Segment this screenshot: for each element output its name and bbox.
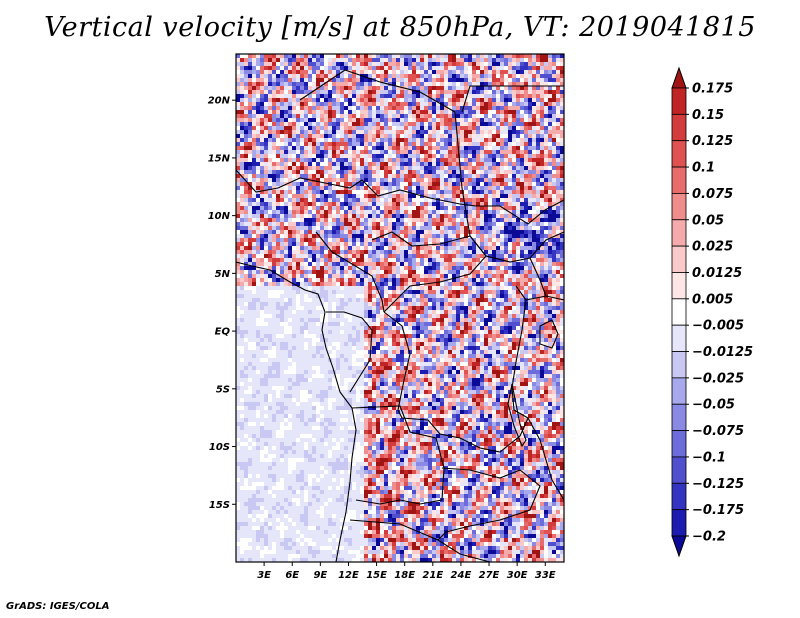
colorbar-segment [671, 87, 687, 115]
colorbar-level-label: −0.1 [692, 450, 726, 465]
colorbar-level-label: −0.125 [692, 477, 744, 492]
lon-tick-label: 33E [535, 570, 556, 581]
colorbar-segment [671, 298, 687, 326]
border-egypt-sudan [461, 85, 564, 113]
lake-victoria [539, 319, 559, 349]
colorbar-segment [671, 140, 687, 168]
lon-tick-label: 24E [451, 570, 472, 581]
lon-tick-label: 9E [313, 570, 327, 581]
lon-tick-label: 6E [285, 570, 299, 581]
colorbar-min-triangle [671, 535, 687, 558]
lat-tick-label: 10S [209, 442, 230, 453]
border-car [371, 231, 487, 313]
lon-tick-label: 18E [394, 570, 415, 581]
colorbar-level-label: −0.005 [692, 319, 744, 334]
colorbar-level-label: 0.025 [692, 240, 733, 255]
map-frame [235, 53, 565, 563]
colorbar-level-label: −0.05 [692, 398, 735, 413]
lon-tick-label: 27E [479, 570, 500, 581]
vertical-velocity-field [236, 54, 564, 562]
lon-tick-label: 30E [507, 570, 528, 581]
colorbar-level-label: 0.0125 [692, 266, 742, 281]
colorbar-segment [671, 324, 687, 352]
colorbar-level-label: −0.0125 [692, 345, 753, 360]
colorbar-segment [671, 403, 687, 431]
colorbar-segment [671, 456, 687, 484]
colorbar-level-label: 0.15 [692, 108, 724, 123]
colorbar-segment [671, 166, 687, 194]
colorbar-segment [671, 245, 687, 273]
colorbar-level-label: 0.125 [692, 134, 733, 149]
lon-tick-label: 12E [338, 570, 359, 581]
colorbar: 0.175 0.15 0.125 0.1 0.075 0.05 0.025 0.0125 0.0… [671, 66, 753, 558]
footer-credit: GrADS: IGES/COLA [6, 601, 110, 612]
colorbar-segment [671, 193, 687, 221]
border-drc-north [383, 311, 529, 453]
colorbar-segment [671, 430, 687, 458]
lon-tick-label: 21E [422, 570, 443, 581]
colorbar-level-label: 0.175 [692, 82, 733, 97]
colorbar-level-label: −0.025 [692, 371, 744, 386]
colorbar-level-label: −0.2 [692, 530, 726, 545]
lon-tick-label: 3E [257, 570, 271, 581]
colorbar-segment [671, 509, 687, 537]
colorbar-segment [671, 482, 687, 511]
lat-tick-label: 15S [209, 500, 230, 511]
colorbar-segment [671, 351, 687, 379]
colorbar-segment [671, 272, 687, 300]
colorbar-level-label: 0.075 [692, 187, 733, 202]
colorbar-max-triangle [671, 66, 687, 89]
lake-tanganyika [507, 383, 527, 448]
lat-tick-label: 10N [208, 211, 231, 222]
plot-title: Vertical velocity [m/s] at 850hPa, VT: 2… [44, 12, 756, 43]
latitude-axis: 20N 15N 10N 5N EQ 5S 10S 15S [208, 96, 236, 511]
lat-tick-label: 5N [215, 269, 231, 280]
longitude-axis: 3E 6E 9E 12E 15E 18E 21E 24E 27E 30E 33E [257, 562, 556, 581]
colorbar-level-label: 0.1 [692, 161, 715, 176]
colorbar-level-label: 0.05 [692, 213, 724, 228]
country-borders [236, 69, 564, 562]
colorbar-level-label: −0.175 [692, 503, 744, 518]
lon-tick-label: 15E [366, 570, 387, 581]
border-namibia-botswana [349, 519, 491, 562]
border-gabon-congo [326, 311, 373, 393]
coastline-west [236, 261, 357, 562]
border-nigeria-cameroon [315, 231, 385, 313]
lat-tick-label: 20N [208, 96, 231, 107]
border-sahel [236, 169, 564, 225]
colorbar-segment [671, 113, 687, 142]
border-zambia [437, 467, 541, 541]
lat-tick-label: 5S [216, 384, 230, 395]
colorbar-segment [671, 377, 687, 405]
border-libya-chad [299, 69, 463, 189]
lat-tick-label: 15N [208, 153, 231, 164]
colorbar-segment [671, 219, 687, 247]
border-angola [351, 405, 445, 505]
map-panel [235, 53, 565, 563]
lat-tick-label: EQ [215, 327, 231, 338]
colorbar-level-label: 0.005 [692, 292, 733, 307]
colorbar-level-label: −0.075 [692, 424, 744, 439]
border-east-africa [525, 257, 564, 501]
